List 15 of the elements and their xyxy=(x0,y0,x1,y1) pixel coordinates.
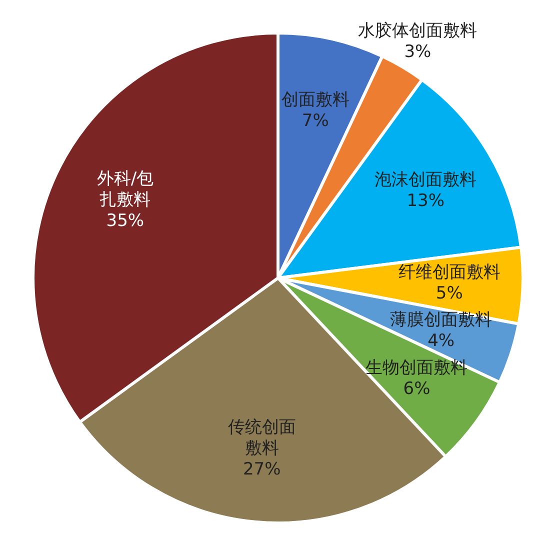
slice-label: 外科/包扎敷料 xyxy=(96,168,154,210)
data-label: 6% xyxy=(403,378,430,399)
data-label: 5% xyxy=(436,284,463,304)
slice-label: 传统创面敷料 xyxy=(228,417,296,458)
data-label: 27% xyxy=(242,459,281,480)
data-label: 35% xyxy=(106,210,144,231)
slice-label: 纤维创面敷料 xyxy=(398,262,500,283)
slice-label: 泡沫创面敷料 xyxy=(374,170,477,190)
slice-label: 创面敷料 xyxy=(281,90,350,110)
data-label: 4% xyxy=(428,331,455,352)
slice-label: 水胶体创面敷料 xyxy=(358,20,478,41)
data-label: 7% xyxy=(302,110,329,131)
data-label: 3% xyxy=(404,42,432,62)
data-label: 13% xyxy=(406,190,445,211)
slice-label: 生物创面敷料 xyxy=(366,358,468,378)
